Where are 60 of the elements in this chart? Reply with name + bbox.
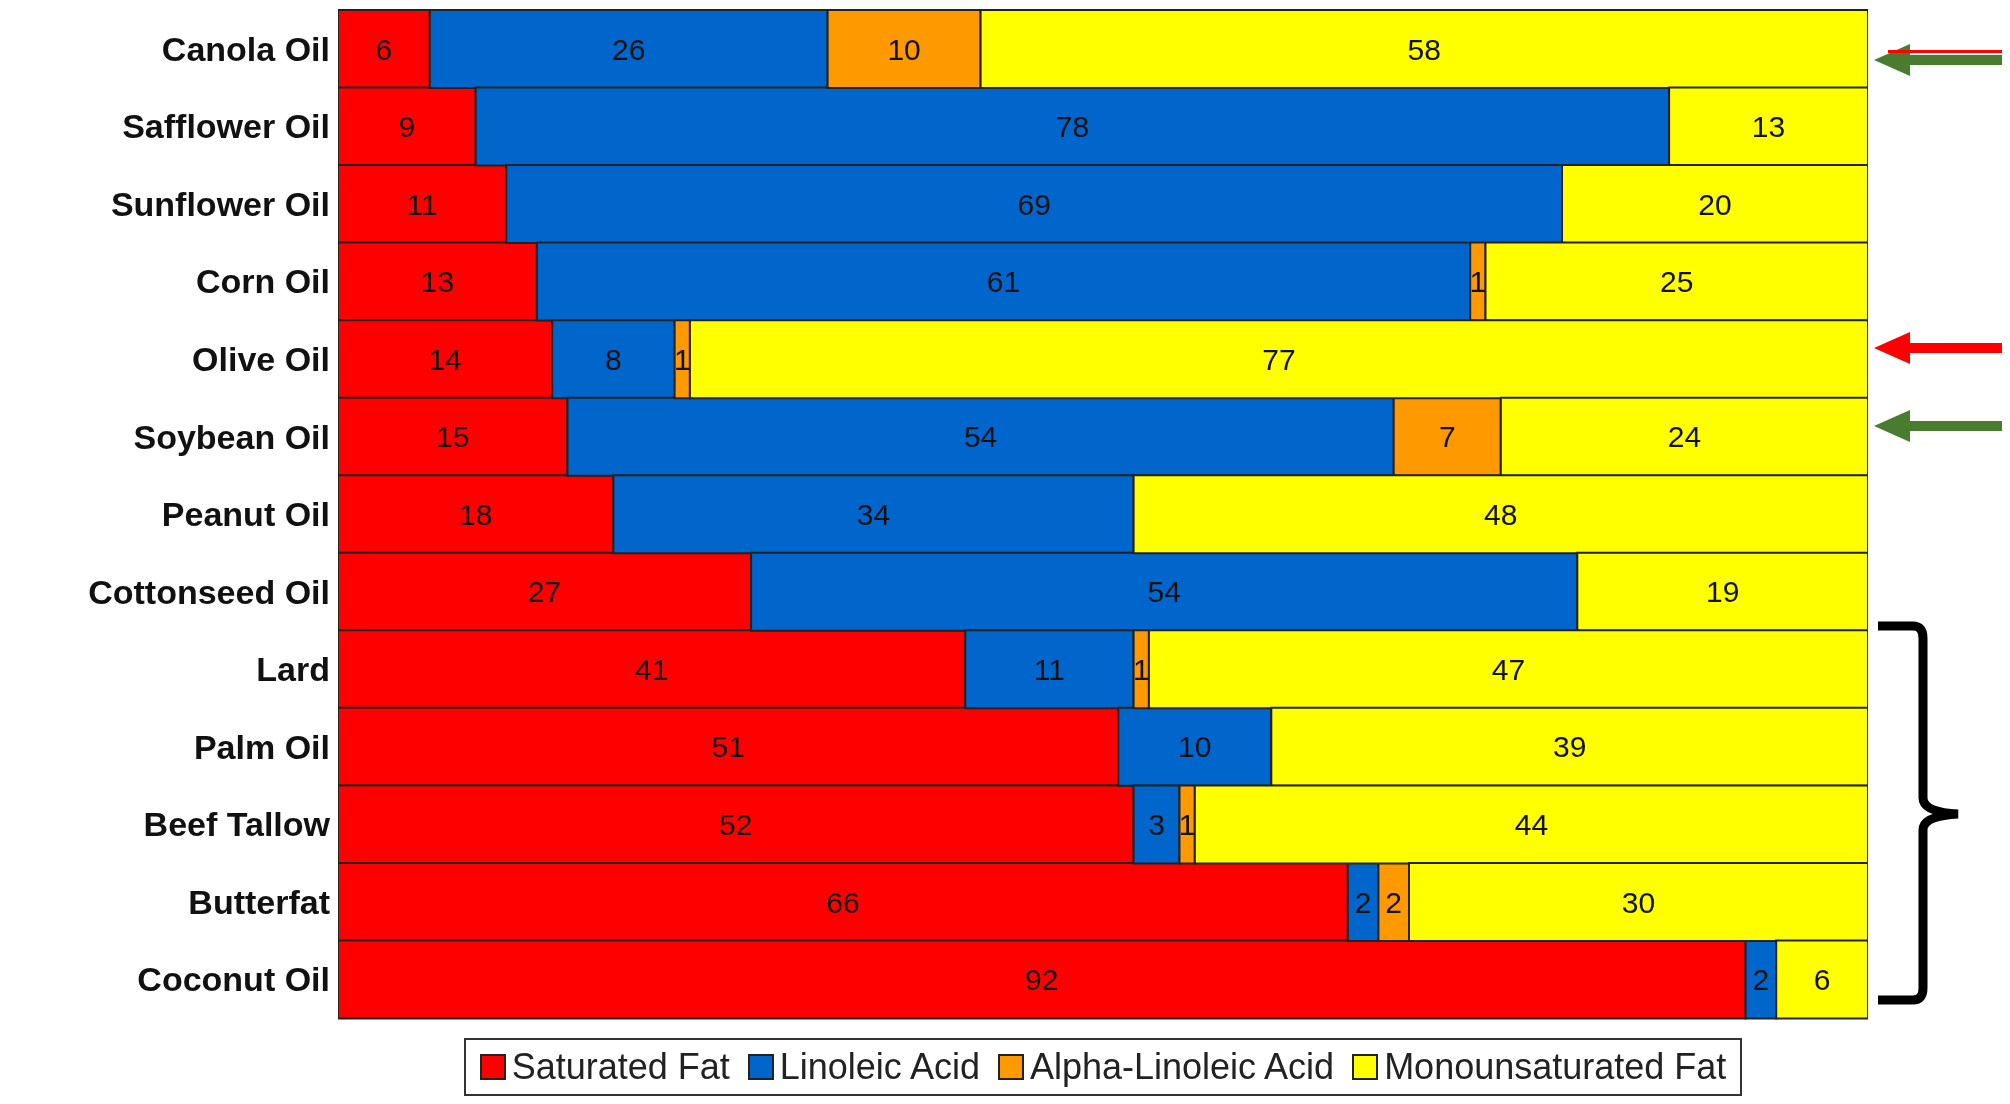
data-label: 10 [887,32,921,66]
data-label: 54 [963,420,998,454]
data-label: 47 [1491,652,1526,686]
data-label: 24 [1667,420,1702,454]
data-label: 92 [1025,963,1059,997]
data-label: 10 [1178,730,1212,764]
data-label: 69 [1017,187,1051,221]
data-label: 13 [420,265,455,299]
data-label: 9 [398,110,416,144]
legend-label: Monounsaturated Fat [1383,1046,1727,1088]
data-label: 51 [711,730,745,764]
data-label: 14 [428,342,462,376]
legend-label: Saturated Fat [510,1046,730,1088]
data-label: 54 [1147,575,1181,609]
data-label: 15 [436,420,470,454]
data-label: 6 [1813,963,1831,997]
data-label: 77 [1262,342,1296,376]
data-label: 48 [1484,497,1518,531]
data-label: 8 [605,342,622,376]
data-label: 78 [1055,110,1090,144]
data-label: 11 [406,187,438,221]
y-tick-label: Coconut Oil [137,960,330,999]
y-tick-label: Palm Oil [193,727,330,766]
y-tick-label: Beef Tallow [143,805,331,844]
y-tick-label: Sunflower Oil [110,184,330,223]
y-tick-label: Safflower Oil [122,107,330,146]
legend-label: Linoleic Acid [778,1046,980,1088]
data-label: 2 [1385,885,1403,919]
data-label: 1 [1178,808,1196,842]
data-label: 20 [1698,187,1732,221]
y-tick-label: Butterfat [188,882,330,921]
data-label: 2 [1752,963,1770,997]
data-label: 44 [1514,808,1549,842]
data-label: 30 [1621,885,1656,919]
data-label: 61 [986,265,1021,299]
data-label: 41 [634,652,669,686]
y-tick-label: Cottonseed Oil [88,572,330,611]
data-label: 6 [375,32,393,66]
y-tick-label: Lard [256,650,330,689]
data-label: 18 [459,497,493,531]
data-label: 19 [1705,575,1740,609]
data-label: 3 [1148,808,1165,842]
y-tick-label: Corn Oil [195,262,330,301]
data-label: 66 [826,885,860,919]
data-label: 58 [1407,32,1441,66]
data-label: 52 [719,808,753,842]
data-label: 13 [1751,110,1786,144]
data-label: 2 [1354,885,1372,919]
y-tick-label: Peanut Oil [161,495,330,534]
data-label: 27 [527,575,562,609]
data-label: 39 [1552,730,1587,764]
data-label: 26 [612,32,646,66]
data-label: 7 [1438,420,1456,454]
y-tick-label: Canola Oil [161,29,330,68]
data-label: 11 [1033,652,1066,686]
legend-label: Alpha-Linoleic Acid [1028,1046,1335,1088]
data-label: 25 [1660,265,1694,299]
y-tick-label: Soybean Oil [133,417,330,456]
data-label: 34 [856,497,891,531]
y-tick-label: Olive Oil [192,339,330,378]
